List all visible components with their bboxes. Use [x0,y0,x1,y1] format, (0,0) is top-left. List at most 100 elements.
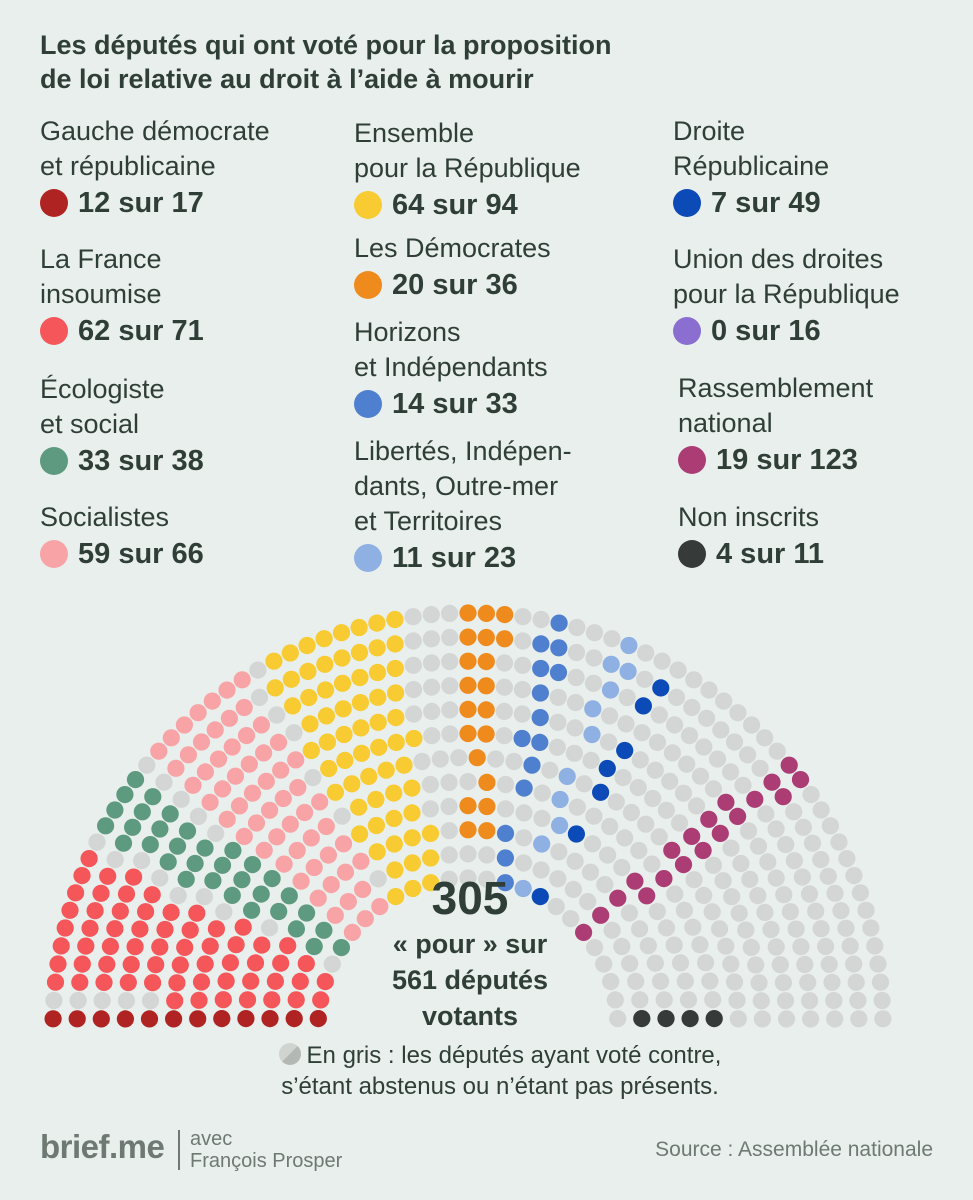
seat-for [584,700,602,718]
seat-for [652,679,670,697]
seat-for [311,793,329,811]
seat-other [617,715,635,733]
seat-for [213,780,232,798]
seat-for [71,973,89,991]
seat-for [261,1010,279,1028]
legend-ensemble: Ensemble pour la République 64 sur 94 [354,116,581,224]
seat-for [422,849,440,867]
seat-for [196,763,214,781]
seat-other [603,630,621,648]
credit-line-1: avec [190,1128,233,1150]
seat-other [671,954,690,972]
seat-other [752,992,770,1010]
seat-for [255,744,273,762]
seat-for [459,700,477,718]
seat-other [323,955,341,973]
subtitle-line: « pour » sur [392,929,548,959]
seat-other [684,918,702,936]
seat-other [459,845,477,863]
legend-name: Écologiste [40,374,165,404]
seat-other [650,828,668,846]
seat-for [167,759,185,777]
seat-for [300,688,318,707]
seat-for [261,801,279,819]
seat-for [663,841,681,859]
legend-swatch [678,446,706,474]
legend-name: pour la République [354,153,581,183]
legend-name: Libertés, Indépen- [354,436,572,466]
seat-for [532,659,550,678]
seat-other [596,876,614,894]
seat-for [213,856,232,874]
seat-for [339,893,357,911]
legend-count: 20 sur 36 [354,266,551,304]
seat-for [114,834,133,852]
seat-for [168,837,187,855]
seat-other [857,901,875,919]
seat-for [459,652,477,670]
note-line-1: En gris : les députés ayant voté contre, [306,1042,722,1069]
seat-other [750,974,768,992]
seat-other [837,919,855,937]
seat-other [440,870,458,888]
seat-for [247,814,266,832]
seat-for [583,725,601,744]
seat-other [711,920,729,938]
seat-for [298,904,316,922]
legend-count: 7 sur 49 [673,184,829,222]
seat-other [549,870,567,888]
seat-other [663,744,682,762]
seat-other [421,800,439,818]
seat-other [141,992,160,1010]
legend-swatch [40,540,68,568]
seat-for [178,822,197,840]
seat-other [679,991,698,1009]
seat-for [287,751,305,769]
seat-for [266,972,284,990]
legend-count: 0 sur 16 [673,312,900,350]
seat-for [125,868,143,886]
legend-count: 4 sur 11 [678,535,824,573]
seat-for [763,773,781,791]
seat-other [661,772,679,790]
seat-for [385,835,403,853]
hemicycle-chart [44,604,892,1028]
seat-for [270,902,288,921]
seat-other [405,705,423,723]
seat-for [287,920,305,938]
seat-other [631,991,649,1009]
legend-swatch [673,317,701,345]
seat-other [515,804,533,822]
seat-for [386,659,404,678]
seat-other [514,608,532,626]
seat-for [285,1010,303,1028]
seat-other [304,769,322,787]
seat-other [667,688,686,706]
legend-name: Horizons [354,317,461,347]
seat-for [179,746,197,764]
legend-count-text: 11 sur 23 [392,542,517,574]
legend-swatch [673,189,701,217]
seat-other [514,656,532,674]
seat-for [243,784,262,802]
seat-for [201,793,219,811]
seat-for [124,818,142,836]
seat-for [335,725,353,744]
seat-other [767,938,785,956]
seat-other [762,920,780,939]
seat-for [386,861,404,879]
legend-count-text: 4 sur 11 [716,538,825,570]
seat-other [730,904,748,922]
seat-other [753,1010,772,1028]
seat-other [440,797,458,816]
seat-other [138,756,156,774]
seat-other [567,668,585,687]
seat-other [771,956,789,974]
seat-other [413,752,431,771]
seat-for [626,872,644,890]
seat-for [395,756,413,774]
seat-other [643,855,661,873]
seat-other [117,992,135,1010]
seat-for [119,973,137,992]
seat-for [385,809,403,827]
